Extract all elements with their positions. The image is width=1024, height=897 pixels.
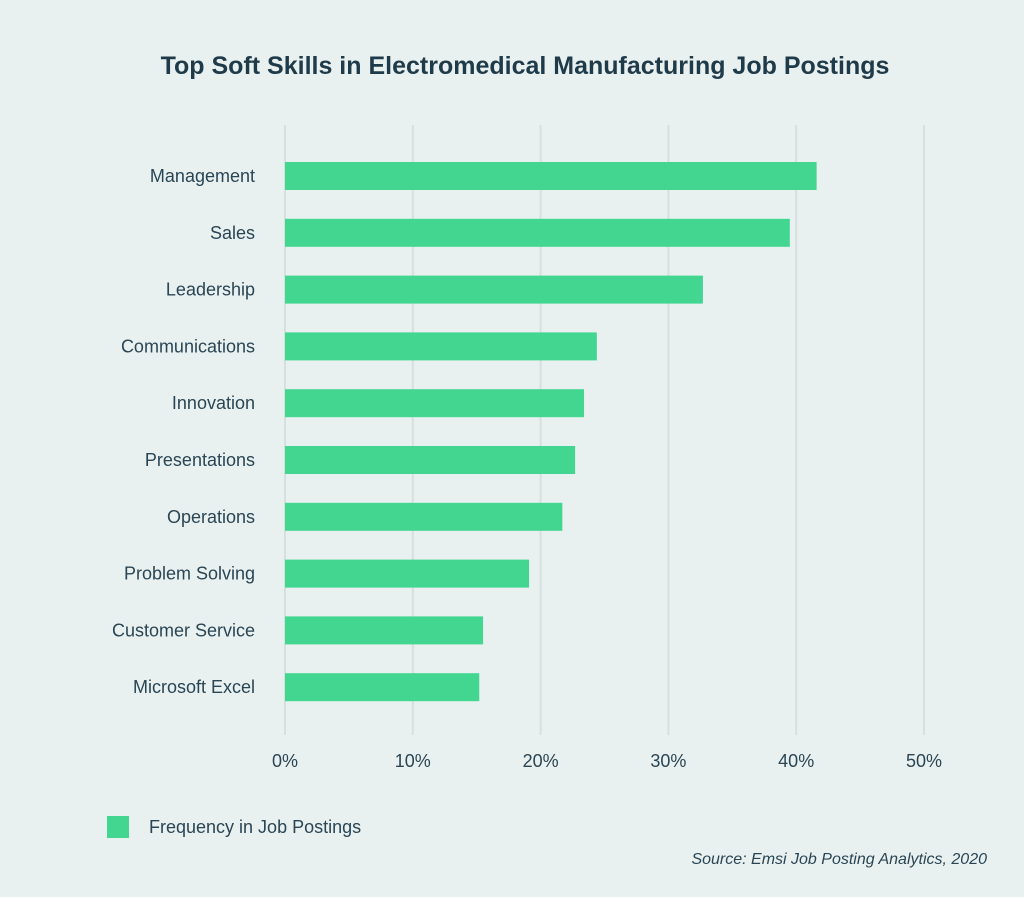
x-tick-label: 10% [395, 751, 431, 771]
category-label: Presentations [145, 450, 255, 470]
x-tick-label: 40% [778, 751, 814, 771]
x-tick-label: 30% [650, 751, 686, 771]
x-tick-label: 20% [523, 751, 559, 771]
category-label: Operations [167, 507, 255, 527]
bar [285, 218, 790, 247]
bar [285, 559, 530, 588]
source-note: Source: Emsi Job Posting Analytics, 2020 [691, 851, 987, 868]
category-label: Innovation [172, 393, 255, 413]
legend-label: Frequency in Job Postings [149, 816, 362, 837]
bar [285, 332, 597, 361]
bar [285, 446, 576, 474]
x-tick-label: 0% [272, 751, 298, 771]
category-label: Leadership [166, 280, 255, 300]
bar [285, 162, 817, 190]
category-label: Sales [210, 223, 255, 243]
bar [285, 275, 703, 304]
chart-title: Top Soft Skills in Electromedical Manufa… [160, 52, 890, 80]
legend: Frequency in Job Postings [107, 816, 361, 838]
category-label: Problem Solving [124, 564, 255, 584]
bar [285, 502, 563, 531]
bar [285, 616, 484, 645]
category-label: Microsoft Excel [133, 677, 255, 697]
x-tick-label: 50% [906, 751, 942, 771]
legend-swatch [107, 816, 129, 838]
category-label: Customer Service [112, 620, 255, 640]
category-label: Management [150, 166, 255, 186]
bar [285, 673, 480, 702]
category-label: Communications [121, 336, 255, 356]
bar [285, 389, 585, 418]
